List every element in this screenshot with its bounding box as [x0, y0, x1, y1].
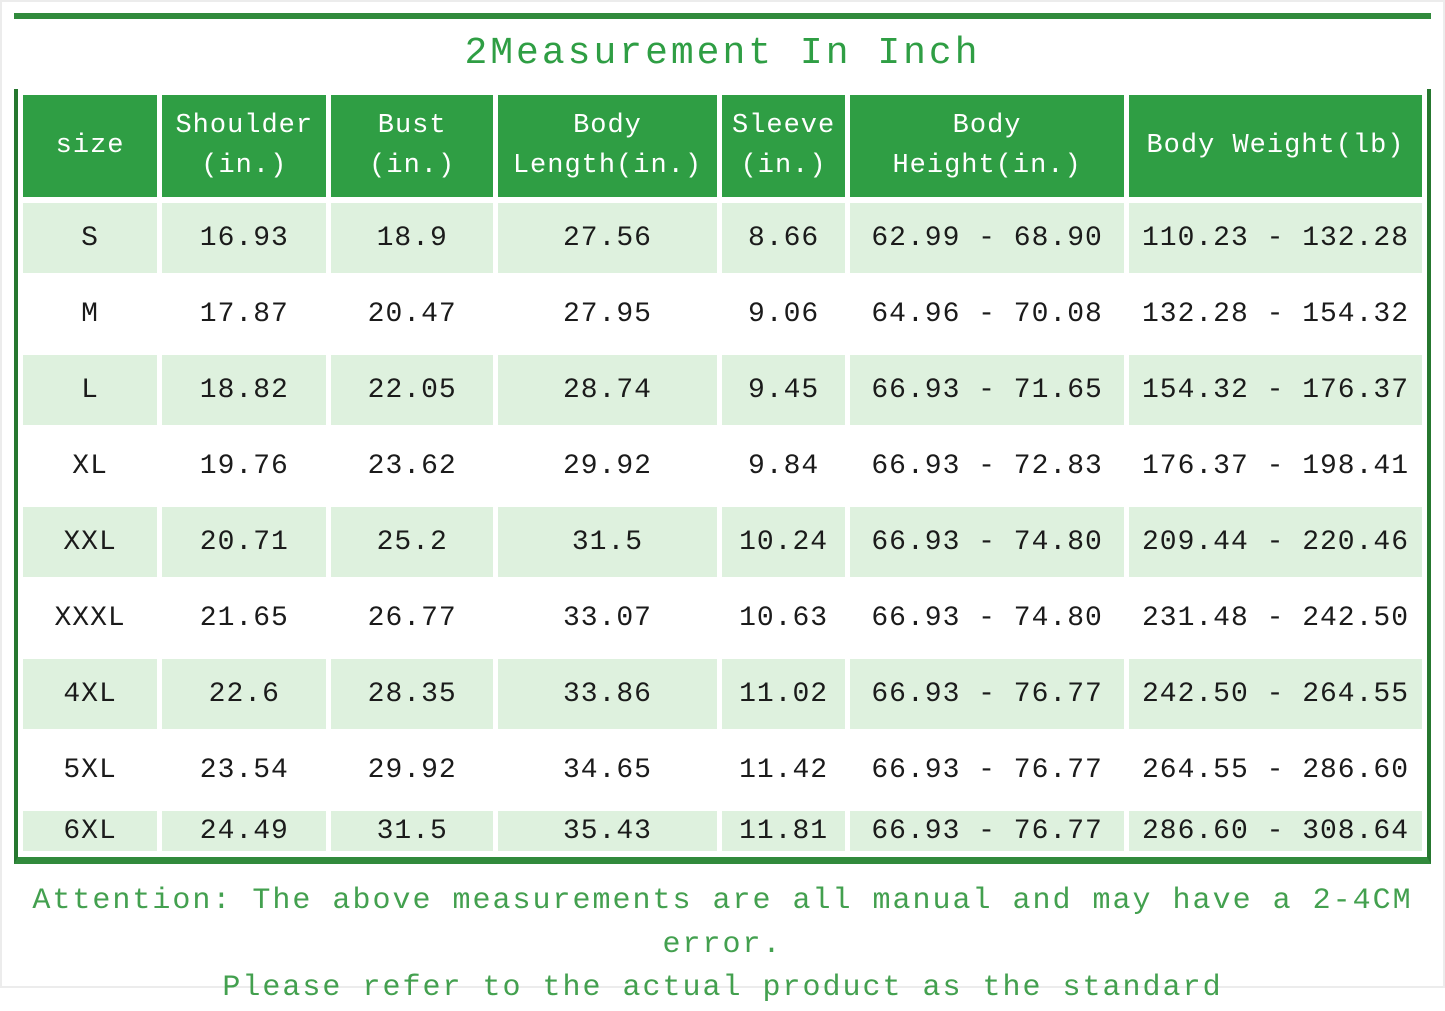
size-chart-page: 2Measurement In Inch size Shoulder (in.)… [14, 13, 1431, 1011]
measurement-cell: 31.5 [497, 507, 717, 577]
measurement-cell: 242.50 - 264.55 [1128, 659, 1422, 729]
header-row: size Shoulder (in.) Bust (in.) Body Leng… [23, 95, 1422, 197]
measurement-cell: 28.35 [331, 659, 493, 729]
measurement-cell: 10.24 [721, 507, 846, 577]
attention-note: Attention: The above measurements are al… [14, 864, 1431, 1011]
measurement-cell: 28.74 [497, 355, 717, 425]
size-cell: XXL [23, 507, 158, 577]
size-cell: 6XL [23, 811, 158, 851]
measurement-cell: 10.63 [739, 602, 829, 634]
measurement-cell: 264.55 - 286.60 [1141, 754, 1410, 786]
attention-line-2: Please refer to the actual product as th… [222, 971, 1223, 1005]
table-row: M 17.87 20.47 27.95 9.06 64.96 - 70.08 132.28 … [23, 279, 1422, 349]
measurement-cell: 176.37 - 198.41 [1141, 450, 1410, 482]
table-row: 5XL 23.54 29.92 34.65 11.42 66.93 - 76.77 264.… [23, 735, 1422, 805]
table-row: L 18.82 22.05 28.74 9.45 66.93 - 71.65 154.32 … [23, 355, 1422, 425]
table-row: XXXL 21.65 26.77 33.07 10.63 66.93 - 74.80 231… [23, 583, 1422, 653]
column-header-bust: Bust (in.) [331, 95, 493, 197]
measurement-cell: 154.32 - 176.37 [1128, 355, 1422, 425]
table-row: S 16.93 18.9 27.56 8.66 62.99 - 68.90 110.23 -… [23, 203, 1422, 273]
page-title: 2Measurement In Inch [464, 32, 981, 75]
measurement-cell: 66.93 - 71.65 [850, 355, 1124, 425]
measurement-cell: 9.06 [747, 298, 820, 330]
measurement-cell: 20.71 [162, 507, 327, 577]
measurement-cell: 26.77 [367, 602, 457, 634]
size-table-body: S 16.93 18.9 27.56 8.66 62.99 - 68.90 110.23 -… [23, 203, 1422, 851]
table-frame: size Shoulder (in.) Bust (in.) Body Leng… [14, 89, 1431, 864]
size-cell: M [81, 298, 99, 330]
measurement-cell: 66.93 - 76.77 [850, 659, 1124, 729]
measurement-cell: 286.60 - 308.64 [1128, 811, 1422, 851]
measurement-cell: 110.23 - 132.28 [1128, 203, 1422, 273]
size-cell: XXXL [54, 602, 126, 634]
size-cell: 4XL [23, 659, 158, 729]
column-header-shoulder: Shoulder (in.) [162, 95, 327, 197]
column-header-body-weight: Body Weight(lb) [1128, 95, 1422, 197]
measurement-cell: 9.84 [747, 450, 820, 482]
column-header-body-length: Body Length(in.) [497, 95, 717, 197]
column-header-sleeve: Sleeve (in.) [721, 95, 846, 197]
measurement-cell: 11.42 [739, 754, 829, 786]
measurement-cell: 66.93 - 74.80 [850, 507, 1124, 577]
measurement-cell: 11.81 [721, 811, 846, 851]
size-cell: S [23, 203, 158, 273]
top-divider [14, 13, 1431, 19]
measurement-cell: 23.54 [199, 754, 289, 786]
measurement-cell: 29.92 [367, 754, 457, 786]
measurement-cell: 9.45 [721, 355, 846, 425]
measurement-cell: 66.93 - 76.77 [871, 754, 1103, 786]
size-measurement-table: size Shoulder (in.) Bust (in.) Body Leng… [18, 89, 1427, 857]
measurement-cell: 33.86 [497, 659, 717, 729]
measurement-cell: 8.66 [721, 203, 846, 273]
measurement-cell: 21.65 [199, 602, 289, 634]
size-cell: XL [72, 450, 108, 482]
measurement-cell: 209.44 - 220.46 [1128, 507, 1422, 577]
column-header-size: size [23, 95, 158, 197]
measurement-cell: 35.43 [497, 811, 717, 851]
measurement-cell: 22.6 [162, 659, 327, 729]
size-cell: L [23, 355, 158, 425]
table-row: XXL 20.71 25.2 31.5 10.24 66.93 - 74.80 209.44… [23, 507, 1422, 577]
column-header-body-height: Body Height(in.) [850, 95, 1124, 197]
measurement-cell: 29.92 [562, 450, 652, 482]
measurement-cell: 11.02 [721, 659, 846, 729]
measurement-cell: 64.96 - 70.08 [871, 298, 1103, 330]
measurement-cell: 66.93 - 76.77 [850, 811, 1124, 851]
attention-line-1: Attention: The above measurements are al… [32, 884, 1413, 962]
measurement-cell: 25.2 [331, 507, 493, 577]
measurement-cell: 62.99 - 68.90 [850, 203, 1124, 273]
measurement-cell: 23.62 [367, 450, 457, 482]
measurement-cell: 27.95 [562, 298, 652, 330]
measurement-cell: 20.47 [367, 298, 457, 330]
measurement-cell: 231.48 - 242.50 [1141, 602, 1410, 634]
measurement-cell: 19.76 [199, 450, 289, 482]
table-row: XL 19.76 23.62 29.92 9.84 66.93 - 72.83 176.37… [23, 431, 1422, 501]
table-row: 4XL 22.6 28.35 33.86 11.02 66.93 - 76.77 242.5… [23, 659, 1422, 729]
measurement-cell: 24.49 [162, 811, 327, 851]
measurement-cell: 34.65 [562, 754, 652, 786]
table-row: 6XL 24.49 31.5 35.43 11.81 66.93 - 76.77 286.6… [23, 811, 1422, 851]
size-cell: 5XL [63, 754, 117, 786]
measurement-cell: 132.28 - 154.32 [1141, 298, 1410, 330]
measurement-cell: 27.56 [497, 203, 717, 273]
measurement-cell: 16.93 [162, 203, 327, 273]
measurement-cell: 66.93 - 74.80 [871, 602, 1103, 634]
measurement-cell: 22.05 [331, 355, 493, 425]
measurement-cell: 18.82 [162, 355, 327, 425]
measurement-cell: 66.93 - 72.83 [871, 450, 1103, 482]
measurement-cell: 33.07 [562, 602, 652, 634]
measurement-cell: 31.5 [331, 811, 493, 851]
measurement-cell: 17.87 [199, 298, 289, 330]
measurement-cell: 18.9 [331, 203, 493, 273]
